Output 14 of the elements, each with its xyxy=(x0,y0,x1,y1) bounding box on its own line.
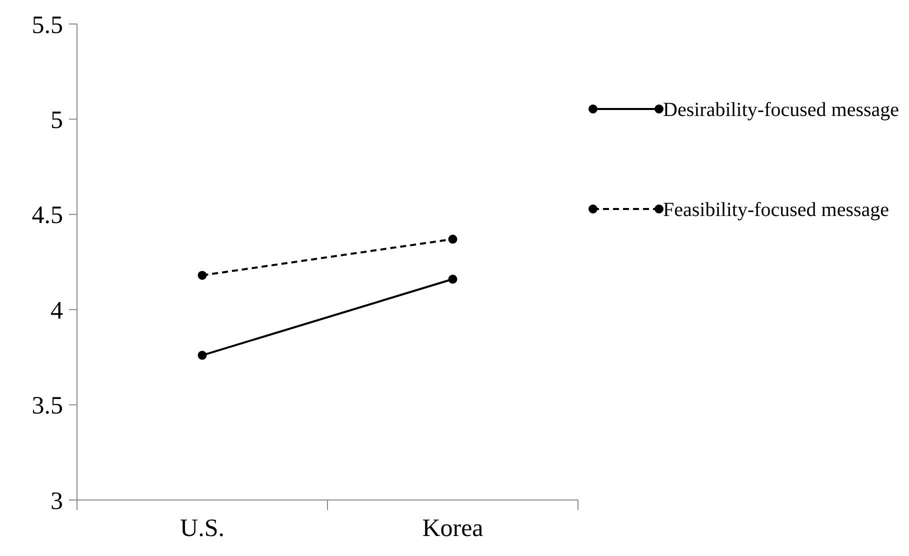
x-tick-label: U.S. xyxy=(180,515,224,542)
point xyxy=(448,274,458,284)
x-tick-label: Korea xyxy=(422,515,484,542)
y-tick-label: 5.5 xyxy=(32,12,63,39)
y-tick-label: 3 xyxy=(50,488,63,515)
legend-label: Feasibility-focused message xyxy=(663,199,890,221)
point xyxy=(448,234,458,244)
y-tick-label: 4 xyxy=(50,297,64,324)
y-tick-label: 3.5 xyxy=(32,392,63,420)
point xyxy=(198,270,207,280)
y-tick-label: 5 xyxy=(50,106,63,134)
legend-label: Desirability-focused message xyxy=(663,99,900,121)
point xyxy=(198,350,207,360)
y-tick-label: 4.5 xyxy=(32,202,63,230)
